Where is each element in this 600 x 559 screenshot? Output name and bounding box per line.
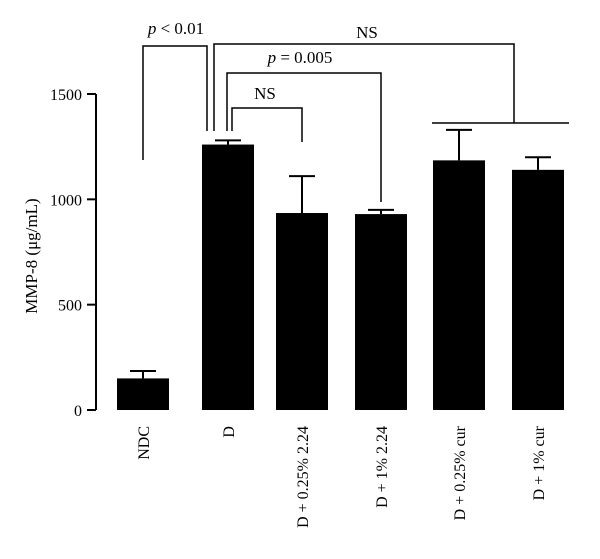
x-tick-label: D bbox=[221, 426, 238, 438]
bracket-p001 bbox=[142, 45, 208, 160]
x-tick-label: NDC bbox=[136, 426, 153, 460]
bracket-p005 bbox=[226, 72, 382, 202]
bar bbox=[117, 378, 169, 410]
y-tick-label: 1500 bbox=[50, 87, 82, 104]
y-axis-title: MMP-8 (μg/mL) bbox=[22, 198, 41, 313]
bars bbox=[117, 144, 564, 410]
bar bbox=[512, 169, 564, 410]
bar bbox=[276, 213, 328, 410]
x-tick-labels: NDC D D + 0.25% 2.24 D + 1% 2.24 D + 0.25% c… bbox=[136, 425, 548, 528]
bar bbox=[355, 214, 407, 410]
x-tick-label: D + 1% 2.24 bbox=[374, 426, 391, 508]
error-bars bbox=[130, 128, 551, 379]
y-ticks: 0 500 1000 1500 bbox=[50, 87, 96, 420]
y-tick-label: 0 bbox=[74, 403, 82, 420]
bracket-ns-outer bbox=[213, 43, 515, 131]
significance-label: p < 0.01 bbox=[147, 19, 204, 38]
bracket-ns-inner bbox=[231, 107, 303, 142]
y-tick-label: 1000 bbox=[50, 192, 82, 209]
significance-brackets: p < 0.01 NS p = 0.005 NS bbox=[142, 19, 569, 202]
bar bbox=[433, 160, 485, 410]
significance-label: NS bbox=[356, 23, 378, 42]
y-tick-label: 500 bbox=[58, 298, 82, 315]
x-tick-label: D + 0.25% cur bbox=[452, 425, 469, 520]
significance-label: NS bbox=[254, 84, 276, 103]
x-tick-label: D + 0.25% 2.24 bbox=[295, 426, 312, 528]
significance-label: p = 0.005 bbox=[267, 48, 333, 67]
x-tick-label: D + 1% cur bbox=[531, 425, 548, 500]
bar bbox=[202, 144, 254, 410]
